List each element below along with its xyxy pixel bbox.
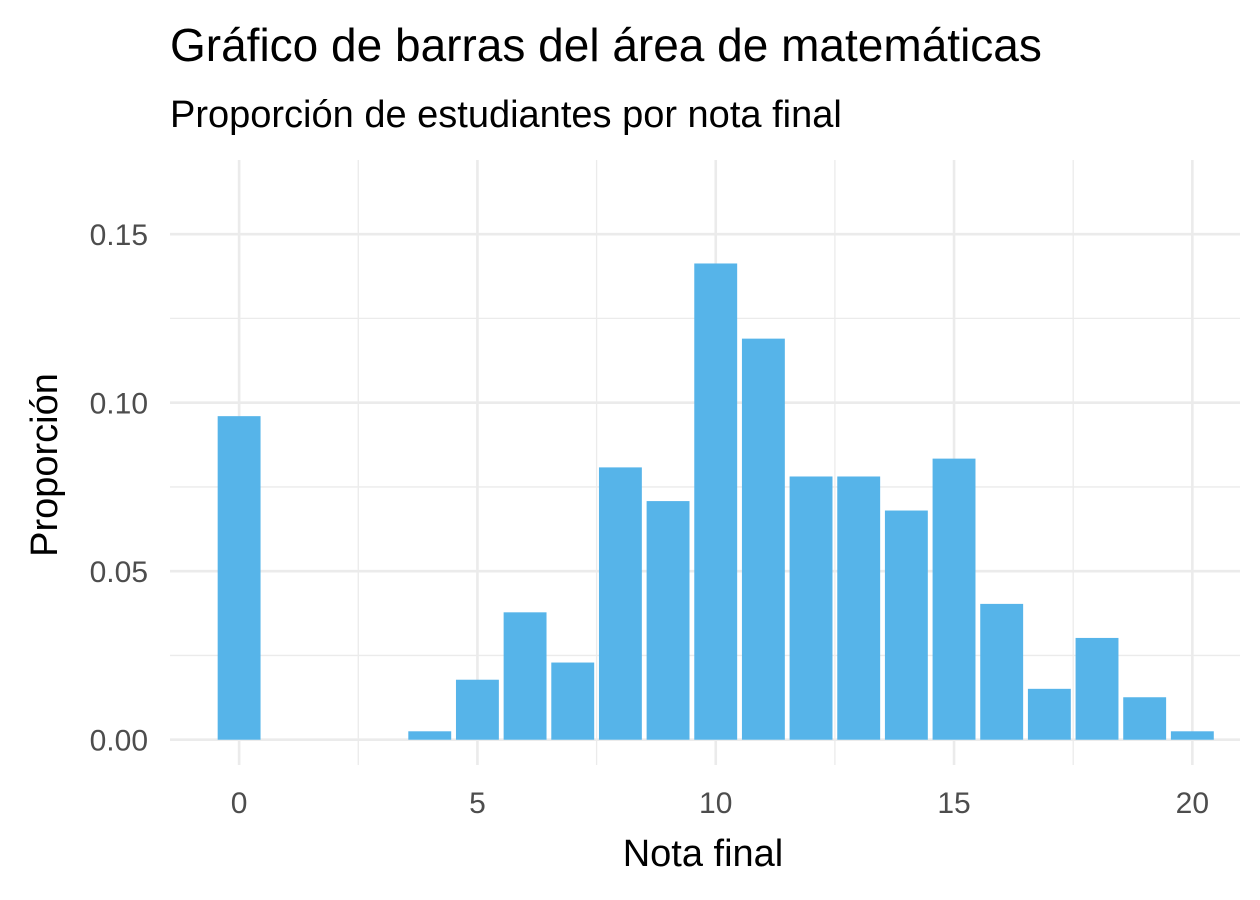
y-tick-label: 0.10 [90,388,148,421]
bar-10 [694,263,738,740]
x-tick-label: 0 [231,787,248,820]
bar-4 [408,731,452,740]
bar-17 [1027,688,1071,740]
x-tick-label: 5 [469,787,486,820]
bar-18 [1075,637,1119,740]
x-tick-label: 15 [937,787,970,820]
bar-5 [455,679,499,740]
y-tick-label: 0.00 [90,725,148,758]
bar-11 [741,338,785,740]
chart-title: Gráfico de barras del área de matemática… [170,19,1042,71]
bar-19 [1123,697,1167,740]
bar-12 [789,476,833,740]
bar-7 [551,662,595,740]
bar-0 [217,416,261,740]
bar-16 [980,603,1024,740]
bar-20 [1170,731,1214,740]
chart-subtitle: Proporción de estudiantes por nota final [170,94,842,136]
bar-9 [646,501,690,740]
y-axis-label: Proporción [24,373,66,557]
x-axis-label: Nota final [623,833,784,875]
y-tick-label: 0.15 [90,219,148,252]
y-tick-label: 0.05 [90,556,148,589]
bar-8 [598,467,642,740]
x-tick-label: 10 [699,787,732,820]
bar-15 [932,458,976,740]
bar-13 [837,476,881,740]
bar-6 [503,612,547,740]
x-tick-label: 20 [1176,787,1209,820]
bar-14 [884,510,928,740]
